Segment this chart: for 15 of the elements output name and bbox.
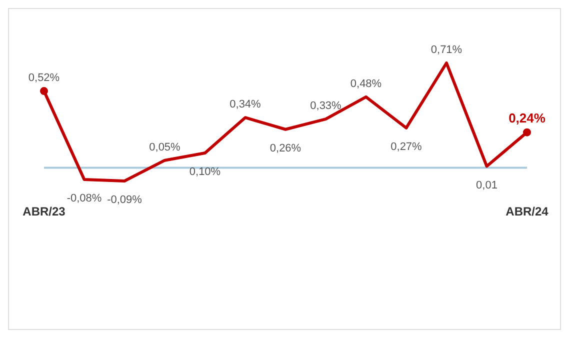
data-label: 0,26% [270,142,302,154]
data-label: 0,48% [350,78,382,90]
data-label: 0,24% [508,110,546,126]
data-label: -0,09% [107,194,142,206]
data-label: 0,33% [310,100,342,112]
data-label: 0,71% [430,44,462,56]
data-label: 0,01 [476,179,498,192]
data-label: 0,10% [189,166,221,178]
data-label: 0,52% [28,72,60,84]
data-label: -0,08% [66,192,102,205]
data-label: 0,27% [390,140,422,153]
x-tick-label: ABR/23 [22,204,66,219]
data-label: 0,34% [230,98,262,111]
x-tick-label: ABR/24 [506,204,549,219]
data-label: 0,05% [149,141,181,154]
